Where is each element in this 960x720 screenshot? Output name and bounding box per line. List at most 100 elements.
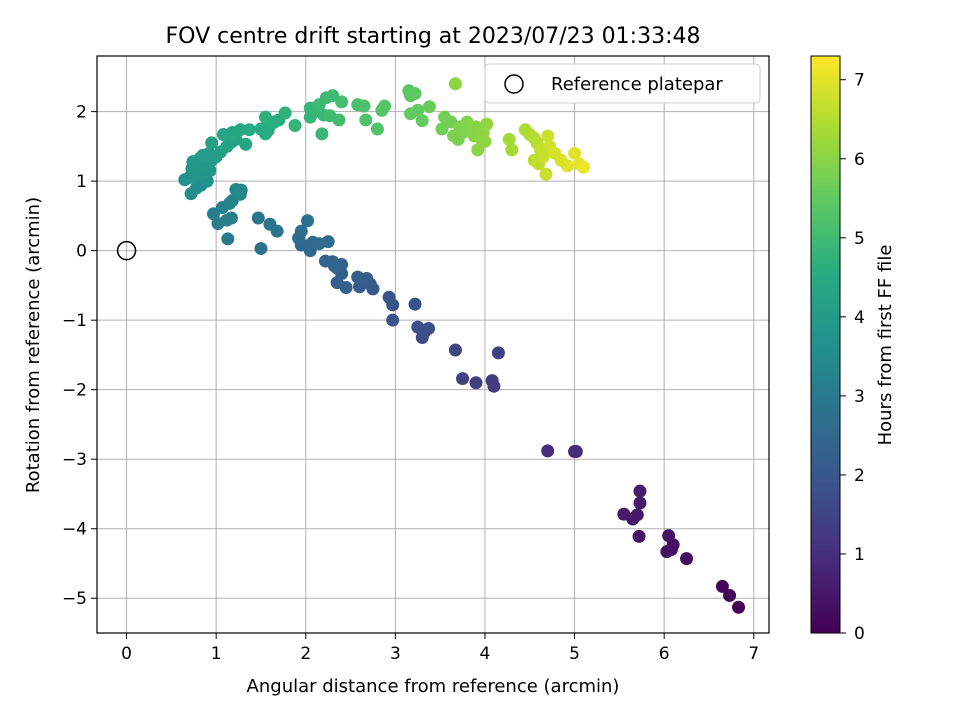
legend-entry: Reference platepar <box>551 74 723 95</box>
scatter-point <box>224 211 238 225</box>
scatter-point <box>278 106 292 120</box>
scatter-point <box>491 346 505 360</box>
scatter-point <box>205 136 219 150</box>
scatter-point <box>382 290 396 304</box>
y-tick-label: −1 <box>62 311 87 331</box>
grid-lines <box>97 56 769 633</box>
scatter-point <box>536 150 550 164</box>
scatter-point <box>541 444 555 458</box>
scatter-point <box>723 588 737 602</box>
colorbar-tick-label: 5 <box>854 229 865 249</box>
scatter-point <box>221 232 235 246</box>
reference-point-marker <box>116 240 137 261</box>
x-axis-ticks: 0 1 2 3 4 5 6 7 <box>121 633 759 664</box>
y-axis-label: Rotation from reference (arcmin) <box>23 197 44 493</box>
colorbar-tick-label: 7 <box>854 71 865 91</box>
scatter-point <box>378 99 392 113</box>
scatter-point <box>288 119 302 133</box>
scatter-point <box>422 322 436 336</box>
scatter-point <box>680 552 694 566</box>
x-tick-label: 5 <box>569 644 580 664</box>
colorbar-tick-label: 3 <box>854 387 865 407</box>
scatter-point <box>301 214 315 228</box>
colorbar-tick-label: 6 <box>854 150 865 170</box>
scatter-point <box>335 95 349 109</box>
x-axis-label: Angular distance from reference (arcmin) <box>247 676 620 697</box>
scatter-point <box>408 87 422 101</box>
scatter-point <box>351 270 365 284</box>
scatter-point <box>633 496 647 510</box>
y-tick-label: 2 <box>76 103 87 123</box>
scatter-point <box>386 313 400 327</box>
scatter-point <box>294 224 308 238</box>
colorbar-tick-label: 1 <box>854 545 865 565</box>
colorbar: 0 1 2 3 4 5 6 7 Hours from first FF file <box>810 55 896 644</box>
scatter-point <box>258 110 272 124</box>
x-tick-label: 4 <box>480 644 491 664</box>
scatter-point <box>487 379 501 393</box>
y-tick-label: −3 <box>62 450 87 470</box>
scatter-point <box>568 146 582 160</box>
scatter-point <box>505 143 519 157</box>
legend-marker-icon <box>504 74 524 94</box>
scatter-point <box>630 508 644 522</box>
scatter-point <box>569 445 583 459</box>
colorbar-gradient <box>810 55 841 634</box>
scatter-point <box>448 343 462 357</box>
colorbar-ticks: 0 1 2 3 4 5 6 7 <box>840 71 865 644</box>
x-tick-label: 0 <box>121 644 132 664</box>
scatter-point <box>233 123 247 137</box>
scatter-point <box>411 103 425 117</box>
colorbar-tick-label: 4 <box>854 308 865 328</box>
scatter-point <box>456 372 470 386</box>
scatter-point <box>539 167 553 181</box>
scatter-point <box>251 211 265 225</box>
colorbar-label: Hours from first FF file <box>875 245 896 446</box>
scatter-point <box>415 114 429 128</box>
scatter-point <box>632 529 646 543</box>
scatter-points <box>178 77 746 614</box>
scatter-point <box>408 297 422 311</box>
scatter-point <box>315 127 329 141</box>
scatter-point <box>321 235 335 249</box>
scatter-point <box>254 242 268 256</box>
scatter-point <box>422 100 436 114</box>
scatter-point <box>202 146 216 160</box>
scatter-point <box>327 259 341 273</box>
scatter-point <box>234 183 248 197</box>
scatter-point <box>502 132 516 146</box>
legend: Reference platepar <box>484 63 761 104</box>
scatter-point <box>242 123 256 137</box>
x-tick-label: 1 <box>211 644 222 664</box>
y-axis-ticks: −5 −4 −3 −2 −1 0 1 2 <box>62 103 97 609</box>
scatter-point <box>239 137 253 151</box>
x-tick-label: 6 <box>659 644 670 664</box>
plot-frame <box>96 55 770 634</box>
scatter-point <box>448 77 462 91</box>
colorbar-tick-label: 2 <box>854 466 865 486</box>
scatter-point <box>469 376 483 390</box>
scatter-point <box>662 529 676 543</box>
scatter-point <box>263 217 277 231</box>
colorbar-tick-label: 0 <box>854 624 865 644</box>
scatter-point <box>633 484 647 498</box>
scatter-point <box>732 600 746 614</box>
scatter-point <box>370 122 384 136</box>
legend-box <box>484 63 761 104</box>
scatter-point <box>478 135 492 149</box>
y-tick-label: 0 <box>76 242 87 262</box>
scatter-point <box>359 113 373 127</box>
chart-title: FOV centre drift starting at 2023/07/23 … <box>166 24 701 49</box>
y-tick-label: −2 <box>62 381 87 401</box>
scatter-point <box>660 545 674 559</box>
scatter-point <box>411 320 425 334</box>
scatter-point <box>541 129 555 143</box>
y-tick-label: 1 <box>76 172 87 192</box>
x-tick-label: 7 <box>748 644 759 664</box>
y-tick-label: −5 <box>62 589 87 609</box>
scatter-point <box>480 117 494 131</box>
scatter-point <box>715 579 729 593</box>
x-tick-label: 3 <box>390 644 401 664</box>
scatter-point <box>435 122 449 136</box>
